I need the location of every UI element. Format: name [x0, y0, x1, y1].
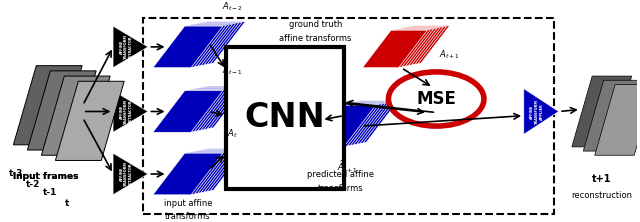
Text: input affine: input affine [164, 199, 212, 208]
Polygon shape [321, 102, 392, 144]
Polygon shape [175, 149, 245, 190]
Polygon shape [153, 26, 223, 68]
Polygon shape [312, 104, 382, 146]
Text: transforms: transforms [165, 212, 211, 220]
Text: ground truth: ground truth [289, 20, 342, 29]
Polygon shape [153, 153, 223, 195]
Polygon shape [524, 89, 559, 134]
Polygon shape [159, 152, 229, 194]
Polygon shape [385, 26, 449, 63]
Polygon shape [318, 103, 388, 144]
Text: $\tilde{A}_{t+1}$: $\tilde{A}_{t+1}$ [337, 160, 358, 175]
Polygon shape [163, 151, 232, 193]
Polygon shape [365, 30, 431, 67]
Polygon shape [175, 86, 245, 128]
Polygon shape [156, 153, 226, 194]
Polygon shape [316, 103, 385, 145]
Polygon shape [166, 151, 236, 192]
Polygon shape [369, 29, 434, 66]
Text: MSE: MSE [416, 90, 456, 108]
Text: $A_{t+1}$: $A_{t+1}$ [440, 49, 460, 61]
FancyBboxPatch shape [226, 47, 344, 188]
Polygon shape [42, 76, 110, 155]
Text: AFFINE
TRANSFORM
EXTRACTOR: AFFINE TRANSFORM EXTRACTOR [120, 161, 133, 186]
Ellipse shape [388, 72, 484, 126]
Polygon shape [324, 101, 395, 143]
Polygon shape [169, 87, 239, 129]
Text: $A_{t-2}$: $A_{t-2}$ [222, 0, 243, 13]
Text: AFFINE
TRANSFORM
EXTRACTOR: AFFINE TRANSFORM EXTRACTOR [120, 34, 133, 59]
Polygon shape [583, 80, 640, 151]
Polygon shape [172, 22, 242, 64]
Text: t+1: t+1 [592, 174, 611, 184]
Polygon shape [309, 105, 379, 146]
Text: t-3: t-3 [9, 170, 23, 178]
Text: CNN: CNN [244, 101, 325, 134]
Text: t-1: t-1 [42, 188, 57, 197]
Polygon shape [166, 88, 236, 130]
Polygon shape [159, 89, 229, 131]
Text: t-2: t-2 [26, 180, 40, 189]
Polygon shape [362, 30, 428, 68]
Polygon shape [13, 66, 82, 145]
Polygon shape [328, 101, 398, 143]
Polygon shape [172, 149, 242, 191]
Polygon shape [28, 71, 96, 150]
Polygon shape [172, 87, 242, 129]
Text: affine transforms: affine transforms [279, 34, 351, 43]
Text: transforms: transforms [318, 184, 364, 193]
Text: AFFINE
TRANSFORM
EXTRACTOR: AFFINE TRANSFORM EXTRACTOR [120, 99, 133, 124]
Text: input frames: input frames [13, 172, 79, 181]
Polygon shape [156, 26, 226, 67]
Polygon shape [159, 25, 229, 66]
Text: reconstruction: reconstruction [572, 191, 632, 200]
Polygon shape [306, 105, 376, 147]
Polygon shape [572, 76, 632, 147]
Polygon shape [378, 27, 443, 65]
Polygon shape [372, 28, 437, 66]
Polygon shape [153, 91, 223, 132]
Polygon shape [595, 84, 640, 155]
Polygon shape [56, 81, 124, 161]
Polygon shape [113, 26, 148, 68]
Polygon shape [156, 90, 226, 132]
Polygon shape [163, 24, 232, 66]
Polygon shape [175, 22, 245, 63]
Polygon shape [113, 91, 148, 132]
Polygon shape [381, 26, 446, 64]
Polygon shape [169, 150, 239, 192]
Text: $A_{t}$: $A_{t}$ [227, 127, 237, 140]
Polygon shape [375, 28, 440, 65]
Polygon shape [163, 89, 232, 131]
Polygon shape [169, 23, 239, 65]
Polygon shape [113, 153, 148, 195]
Text: AFFINE
TRANSFORM
APPLIER: AFFINE TRANSFORM APPLIER [531, 99, 543, 124]
Text: $A_{t-1}$: $A_{t-1}$ [222, 65, 243, 77]
Polygon shape [166, 24, 236, 65]
Text: input frames: input frames [13, 172, 79, 181]
Text: predicted affine: predicted affine [307, 170, 374, 179]
Text: t: t [65, 199, 69, 208]
